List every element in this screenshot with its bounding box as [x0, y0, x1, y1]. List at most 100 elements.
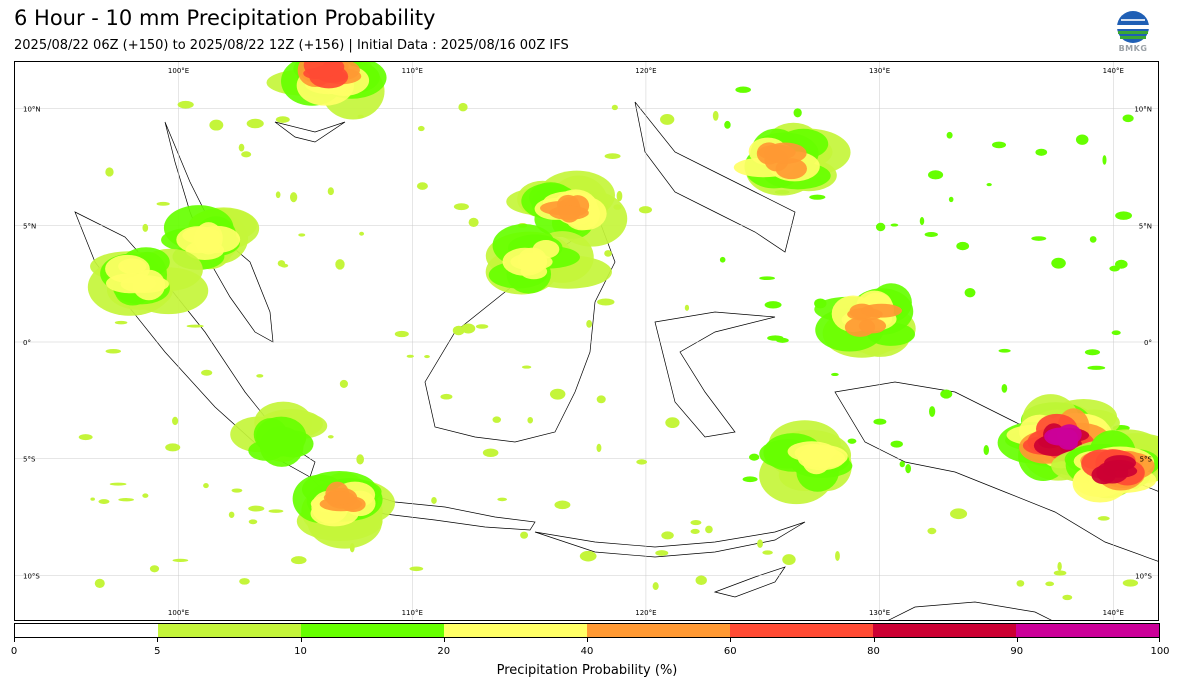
- probability-speckle: [695, 575, 707, 585]
- probability-speckle: [1122, 114, 1134, 123]
- coast-philippines: [634, 101, 796, 253]
- chart-subtitle: 2025/08/22 06Z (+150) to 2025/08/22 12Z …: [14, 38, 569, 53]
- probability-speckle: [1031, 236, 1047, 241]
- colorbar-tick-label: 5: [154, 646, 161, 657]
- lon-label-top: 140°E: [1103, 67, 1124, 75]
- probability-speckle: [652, 582, 659, 591]
- probability-speckle: [1089, 236, 1097, 243]
- probability-speckle: [1057, 561, 1062, 571]
- probability-speckle: [1053, 570, 1067, 576]
- lat-label-right: 10°S: [1135, 572, 1152, 580]
- probability-speckle: [835, 550, 840, 561]
- colorbar-tick-label: 0: [10, 646, 18, 657]
- probability-speckle: [256, 374, 264, 378]
- probability-speckle: [549, 388, 566, 400]
- probability-speckle: [482, 448, 499, 458]
- probability-speckle: [290, 556, 307, 565]
- probability-speckle: [105, 167, 114, 177]
- probability-speckle: [248, 519, 258, 525]
- probability-speckle: [172, 416, 179, 426]
- probability-speckle: [986, 182, 992, 187]
- probability-speckle: [78, 434, 93, 441]
- probability-speckle: [527, 416, 534, 424]
- probability-speckle: [1122, 579, 1139, 587]
- probability-patch: [256, 416, 307, 457]
- colorbar-tick-mark: [730, 638, 732, 642]
- probability-speckle: [604, 153, 621, 159]
- lon-label-bottom: 130°E: [869, 609, 890, 617]
- probability-speckle: [461, 323, 476, 334]
- probability-speckle: [712, 110, 719, 121]
- probability-speckle: [201, 369, 213, 376]
- probability-speckle: [928, 170, 944, 180]
- probability-speckle: [359, 231, 365, 236]
- probability-speckle: [1075, 134, 1089, 145]
- colorbar-tick-label: 60: [723, 646, 737, 657]
- probability-speckle: [1051, 257, 1066, 269]
- colorbar-tick-mark: [1159, 638, 1160, 642]
- probability-speckle: [705, 525, 713, 534]
- probability-speckle: [724, 120, 731, 129]
- probability-speckle: [1087, 365, 1106, 370]
- probability-speckle: [1097, 516, 1110, 521]
- probability-speckle: [719, 256, 726, 263]
- probability-speckle: [596, 395, 606, 404]
- probability-speckle: [991, 141, 1007, 149]
- colorbar-tick-label: 40: [580, 646, 594, 657]
- probability-speckle: [1045, 581, 1055, 587]
- bmkg-logo: BMKG: [1113, 10, 1153, 56]
- probability-speckle: [241, 151, 252, 158]
- probability-speckle: [394, 330, 409, 338]
- probability-speckle: [424, 355, 430, 359]
- probability-patch: [794, 444, 833, 463]
- probability-patch: [861, 303, 902, 318]
- probability-speckle: [660, 114, 675, 125]
- lat-label-left: 0°: [23, 339, 31, 347]
- lon-label-top: 130°E: [869, 67, 890, 75]
- probability-speckle: [690, 520, 702, 526]
- probability-speckle: [899, 461, 905, 468]
- probability-speckle: [94, 578, 105, 589]
- colorbar-tick-mark: [14, 638, 15, 642]
- probability-patch: [176, 226, 221, 254]
- colorbar-tick-mark: [157, 638, 159, 642]
- logo-text: BMKG: [1118, 44, 1148, 53]
- probability-speckle: [762, 550, 773, 555]
- probability-speckle: [440, 393, 453, 400]
- lon-label-top: 100°E: [168, 67, 189, 75]
- probability-speckle: [1084, 349, 1101, 356]
- colorbar-ticks: 0 5 10 20 40 60 80 90 100: [10, 638, 1170, 658]
- probability-speckle: [873, 418, 887, 425]
- probability-patch: [303, 62, 341, 78]
- lon-label-bottom: 110°E: [402, 609, 423, 617]
- coast-vietnam: [274, 121, 346, 143]
- probability-speckle: [596, 443, 602, 453]
- colorbar-tick-label: 80: [867, 646, 880, 657]
- probability-speckle: [186, 324, 204, 328]
- colorbar-segment: [873, 624, 1016, 637]
- probability-speckle: [1035, 148, 1048, 156]
- probability-speckle: [431, 497, 437, 504]
- probability-speckle: [950, 508, 968, 520]
- probability-speckle: [655, 550, 669, 556]
- probability-patch: [120, 275, 169, 293]
- probability-speckle: [298, 233, 306, 237]
- probability-speckle: [1062, 594, 1073, 601]
- probability-speckle: [290, 192, 298, 203]
- probability-speckle: [209, 119, 224, 131]
- probability-patch: [858, 318, 887, 334]
- probability-speckle: [327, 435, 334, 439]
- colorbar-tick-label: 100: [1150, 646, 1170, 657]
- probability-speckle: [475, 324, 489, 329]
- probability-speckle: [735, 86, 751, 93]
- colorbar-segment: [730, 624, 873, 637]
- probability-speckle: [142, 223, 149, 232]
- probability-speckle: [406, 354, 414, 358]
- probability-speckle: [1114, 259, 1128, 269]
- probability-speckle: [948, 196, 954, 203]
- lat-label-right: 5°S: [1140, 456, 1153, 464]
- coast-sulawesi: [654, 311, 776, 438]
- coast-nusa-tenggara: [534, 521, 806, 558]
- probability-speckle: [177, 100, 194, 109]
- probability-speckle: [684, 304, 690, 311]
